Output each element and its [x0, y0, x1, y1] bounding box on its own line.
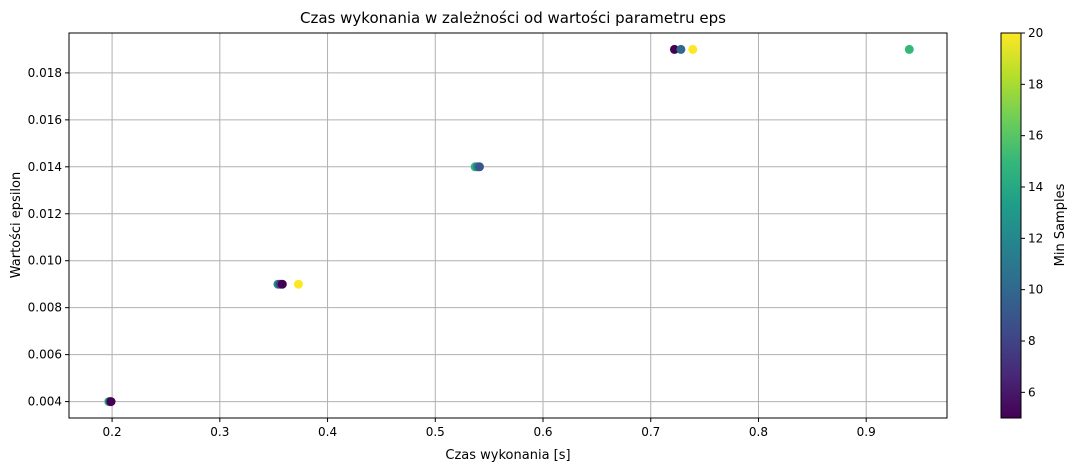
colorbar-tick-label: 20 [1028, 26, 1043, 40]
grid-lines [69, 33, 947, 418]
colorbar-tick-label: 8 [1028, 334, 1036, 348]
y-axis-label: Wartości epsilon [9, 172, 24, 279]
scatter-point [676, 44, 686, 54]
colorbar-label: Min Samples [1053, 183, 1068, 266]
scatter-point [904, 44, 914, 54]
x-tick-label: 0.7 [641, 425, 660, 439]
y-tick-label: 0.006 [28, 348, 62, 362]
scatter-point [669, 44, 679, 54]
x-tick-label: 0.4 [318, 425, 337, 439]
colorbar-tick-label: 10 [1028, 283, 1043, 297]
y-tick-label: 0.004 [28, 395, 62, 409]
plot-frame [68, 32, 948, 419]
x-axis-ticks: 0.2 0.3 0.4 0.5 0.6 0.7 0.8 0.9 [103, 418, 876, 439]
x-tick-label: 0.9 [857, 425, 876, 439]
y-axis-ticks: 0.004 0.006 0.008 0.010 0.012 0.014 0.016 0.018 [28, 66, 69, 409]
colorbar-tick-label: 12 [1028, 231, 1043, 245]
y-tick-label: 0.016 [28, 113, 62, 127]
x-tick-label: 0.6 [533, 425, 552, 439]
x-tick-label: 0.5 [426, 425, 445, 439]
scatter-point [474, 162, 484, 172]
y-tick-label: 0.014 [28, 160, 62, 174]
scatter-point [106, 397, 116, 407]
y-tick-label: 0.018 [28, 66, 62, 80]
x-axis-label: Czas wykonania [s] [445, 448, 570, 463]
y-tick-label: 0.010 [28, 254, 62, 268]
data-points [104, 44, 914, 407]
colorbar-tick-label: 18 [1028, 77, 1043, 91]
scatter-point [277, 279, 287, 289]
colorbar-tick-label: 14 [1028, 180, 1043, 194]
y-tick-label: 0.008 [28, 301, 62, 315]
colorbar-ticks: 6 8 10 12 14 16 18 20 [1021, 26, 1043, 399]
y-tick-label: 0.012 [28, 207, 62, 221]
x-tick-label: 0.2 [103, 425, 122, 439]
x-tick-label: 0.8 [749, 425, 768, 439]
colorbar-tick-label: 6 [1028, 385, 1036, 399]
x-tick-label: 0.3 [210, 425, 229, 439]
colorbar [1000, 32, 1022, 419]
scatter-point [688, 44, 698, 54]
colorbar-tick-label: 16 [1028, 129, 1043, 143]
scatter-point [293, 279, 303, 289]
chart-title: Czas wykonania w zależności od wartości … [300, 9, 726, 27]
